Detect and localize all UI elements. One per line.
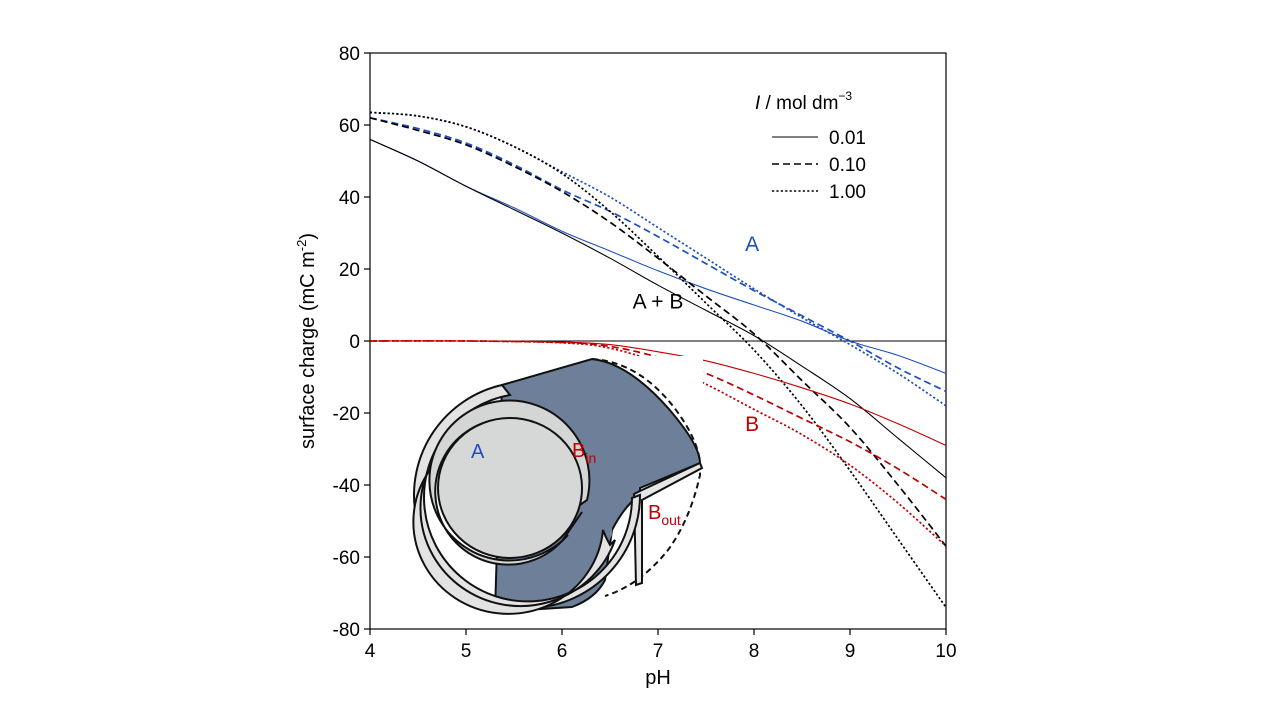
core-fill bbox=[437, 417, 583, 559]
annotation-label: B bbox=[745, 413, 759, 436]
sheet-flap bbox=[632, 461, 704, 587]
rolled-sheet-inset: A Bin Bout bbox=[407, 356, 704, 615]
x-tick-label: 10 bbox=[935, 641, 956, 662]
x-tick-label: 5 bbox=[461, 641, 472, 662]
annotation-label: A bbox=[745, 233, 759, 256]
outer-cylinder-edge-dashed bbox=[591, 358, 701, 597]
series-line-ab-solid bbox=[369, 138, 947, 479]
legend-entries: 0.01 0.10 1.00 bbox=[772, 128, 866, 203]
y-tick-label: -40 bbox=[333, 476, 360, 497]
y-tick-label: 20 bbox=[339, 260, 360, 281]
y-tick-label: 0 bbox=[349, 332, 360, 353]
x-tick-label: 9 bbox=[845, 641, 856, 662]
y-axis-ticks: -80 -60 -40 -20 0 20 40 60 80 bbox=[333, 44, 370, 641]
inset-label-Bout: Bout bbox=[648, 502, 681, 528]
y-tick-label: -60 bbox=[333, 548, 360, 569]
y-tick-label: 40 bbox=[339, 188, 360, 209]
y-tick-label: 80 bbox=[339, 44, 360, 65]
x-tick-label: 6 bbox=[557, 641, 568, 662]
x-tick-label: 8 bbox=[749, 641, 760, 662]
x-tick-label: 7 bbox=[653, 641, 664, 662]
x-tick-label: 4 bbox=[365, 641, 376, 662]
annotation-layer: A A + B B bbox=[633, 233, 759, 436]
y-tick-label: -20 bbox=[333, 404, 360, 425]
legend-label: 1.00 bbox=[829, 182, 866, 203]
legend-label: 0.10 bbox=[829, 155, 866, 176]
x-axis-ticks: 4 5 6 7 8 9 10 bbox=[365, 629, 957, 662]
legend-title: I / mol dm−3 bbox=[755, 89, 852, 114]
inset-label-Bin: Bin bbox=[572, 440, 596, 466]
inset-label-A: A bbox=[471, 441, 485, 463]
x-axis-title: pH bbox=[645, 667, 671, 689]
series-line-a-dashed bbox=[369, 116, 947, 393]
legend: I / mol dm−3 0.01 0.10 1.00 bbox=[755, 89, 866, 203]
core-gap-cut bbox=[561, 511, 583, 542]
y-tick-label: 60 bbox=[339, 116, 360, 137]
inner-ring-face bbox=[412, 428, 616, 615]
legend-label: 0.01 bbox=[829, 128, 866, 149]
annotation-label: A + B bbox=[633, 291, 684, 314]
y-axis-title: surface charge (mC m-2) bbox=[294, 233, 319, 449]
y-tick-label: -80 bbox=[333, 620, 360, 641]
